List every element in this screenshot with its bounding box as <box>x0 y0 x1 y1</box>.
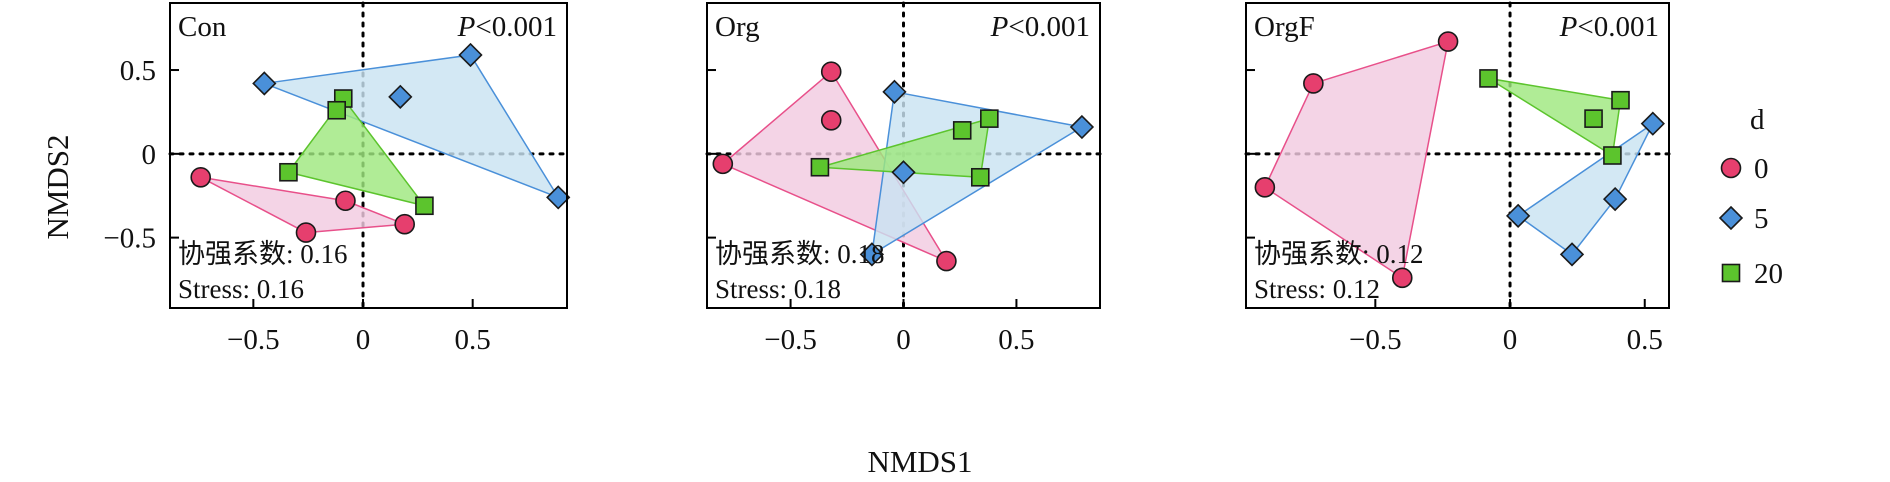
point-d5 <box>1559 242 1585 267</box>
point-d5 <box>458 42 483 68</box>
point-d20 <box>1603 146 1622 165</box>
p-value: P<0.001 <box>457 11 557 43</box>
legend-item-d20: 20 <box>1721 258 1783 290</box>
point-d0 <box>712 153 734 175</box>
p-value: P<0.001 <box>990 11 1090 43</box>
panel-label: OrgF <box>1254 11 1315 43</box>
y-tick-label: −0.5 <box>103 223 156 255</box>
point-d0 <box>1437 31 1459 52</box>
point-d5 <box>891 160 916 185</box>
x-tick-label: 0.5 <box>998 324 1034 356</box>
x-tick-label: 0 <box>356 324 371 356</box>
coefficient-text: 协强系数: 0.12 <box>1254 239 1424 269</box>
point-d20 <box>952 121 972 140</box>
panel-label: Org <box>715 11 760 43</box>
stress-text: Stress: 0.16 <box>178 274 304 304</box>
point-d5 <box>252 71 277 96</box>
point-d0 <box>1303 73 1324 94</box>
x-tick-label: 0.5 <box>455 324 491 356</box>
panels-layer: −0.5 0 0.5 0.5 0 −0.5 Con P<0.001 协强系数: 0.16 Stre… <box>103 1 1671 356</box>
y-axis-title: NMDS2 <box>40 134 75 239</box>
legend-item-d5: 5 <box>1718 203 1769 235</box>
point-d20 <box>810 157 830 177</box>
x-axis-title: NMDS1 <box>867 444 972 479</box>
hull-d20 <box>287 97 426 207</box>
point-d20 <box>1584 109 1603 128</box>
point-d0 <box>1391 267 1413 289</box>
point-d0 <box>820 110 842 131</box>
hull-d20 <box>1487 77 1622 157</box>
coefficient-text: 协强系数: 0.18 <box>715 239 885 269</box>
point-d5 <box>388 84 413 109</box>
point-d20 <box>279 162 298 182</box>
legend: d 0 5 20 <box>1718 104 1783 290</box>
x-tick-label: 0 <box>896 324 911 356</box>
point-d20 <box>1479 69 1498 88</box>
p-value: P<0.001 <box>1559 11 1659 43</box>
point-d5 <box>546 185 571 210</box>
legend-label: 5 <box>1754 203 1769 235</box>
point-d5 <box>1640 111 1665 136</box>
point-d0 <box>1254 177 1276 198</box>
point-d20 <box>1611 90 1630 110</box>
legend-marker-d0 <box>1720 157 1742 179</box>
stress-text: Stress: 0.18 <box>715 274 841 304</box>
panel-orgf: −0.5 0 0.5 OrgF P<0.001 协强系数: 0.12 Stress: 0.1… <box>1244 1 1671 356</box>
point-d0 <box>190 166 212 188</box>
legend-marker-d20 <box>1721 263 1741 283</box>
y-tick-label: 0.5 <box>120 55 156 87</box>
x-tick-label: −0.5 <box>764 324 817 356</box>
x-tick-label: 0.5 <box>1627 324 1663 356</box>
legend-label: 20 <box>1754 258 1783 290</box>
stress-text: Stress: 0.12 <box>1254 274 1380 304</box>
legend-items: 0 5 20 <box>1718 153 1783 290</box>
x-tick-label: −0.5 <box>227 324 280 356</box>
x-tick-label: 0 <box>1503 324 1518 356</box>
point-d5 <box>882 79 907 104</box>
plot-frame <box>1245 2 1670 309</box>
point-d20 <box>980 109 999 128</box>
panel-org: −0.5 0 0.5 Org P<0.001 协强系数: 0.18 Stress: 0.18 <box>705 1 1102 356</box>
legend-title: d <box>1750 104 1765 136</box>
point-d5 <box>1602 186 1628 212</box>
x-tick-label: −0.5 <box>1349 324 1402 356</box>
point-d20 <box>970 167 990 187</box>
point-d20 <box>415 196 434 216</box>
coefficient-text: 协强系数: 0.16 <box>178 239 348 269</box>
hull-d5 <box>1517 122 1654 256</box>
point-d0 <box>335 190 356 212</box>
point-d20 <box>327 100 346 120</box>
legend-label: 0 <box>1754 153 1769 185</box>
point-d5 <box>1505 203 1531 228</box>
legend-item-d0: 0 <box>1720 153 1769 185</box>
point-d0 <box>936 250 957 272</box>
point-d5 <box>859 242 885 267</box>
point-d0 <box>394 213 415 235</box>
plot-frame <box>169 2 568 309</box>
legend-marker-d5 <box>1718 205 1744 231</box>
panel-label: Con <box>178 11 227 43</box>
point-d5 <box>1069 114 1095 140</box>
panel-con: −0.5 0 0.5 0.5 0 −0.5 Con P<0.001 协强系数: 0.16 Stre… <box>103 1 571 356</box>
point-d0 <box>820 61 842 83</box>
y-tick-label: 0 <box>142 139 157 171</box>
point-d0 <box>295 222 317 243</box>
